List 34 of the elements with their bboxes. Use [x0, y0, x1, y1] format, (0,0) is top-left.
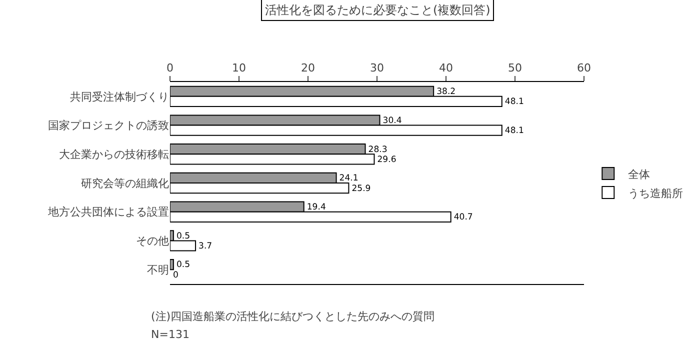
chart-title: 活性化を図るために必要なこと(複数回答)	[265, 3, 490, 17]
data-label: 3.7	[198, 241, 212, 252]
data-label: 19.4	[306, 202, 326, 213]
x-tick-label: 50	[508, 62, 522, 75]
y-tick-label: 地方公共団体による設置	[47, 206, 169, 219]
legend-label: うち造船所	[628, 186, 684, 200]
y-tick-label: 国家プロジェクトの誘致	[48, 119, 169, 132]
x-tick-label: 10	[232, 62, 246, 75]
x-tick-label: 0	[166, 62, 174, 75]
data-label: 24.1	[339, 174, 358, 184]
legend-label: 全体	[628, 168, 650, 181]
data-label: 0	[173, 270, 178, 280]
data-label: 30.4	[382, 116, 402, 126]
y-tick-label: その他	[136, 234, 169, 248]
data-label: 29.6	[377, 154, 396, 165]
data-label: 28.3	[368, 144, 388, 155]
x-tick-label: 60	[577, 62, 591, 75]
data-label: 48.1	[504, 97, 524, 108]
y-tick-label: 共同受注体制づくり	[70, 90, 169, 104]
y-tick-label: 研究会等の組織化	[81, 176, 169, 190]
data-label: 40.7	[454, 212, 473, 223]
x-tick-label: 30	[370, 62, 384, 75]
data-label: 0.5	[176, 231, 190, 242]
y-tick-label: 不明	[147, 263, 169, 276]
text: (注)四国造船業の活性化に結びつくとした先のみへの質問	[151, 310, 435, 323]
data-label: 25.9	[352, 184, 371, 194]
data-label: 38.2	[436, 87, 456, 98]
text: N=131	[151, 328, 190, 341]
data-label: 48.1	[504, 126, 524, 136]
data-label: 0.5	[176, 260, 190, 270]
x-tick-label: 40	[439, 62, 453, 75]
bar	[170, 258, 174, 270]
y-tick-label: 大企業からの技術移転	[59, 148, 169, 161]
x-tick-label: 20	[301, 62, 315, 75]
